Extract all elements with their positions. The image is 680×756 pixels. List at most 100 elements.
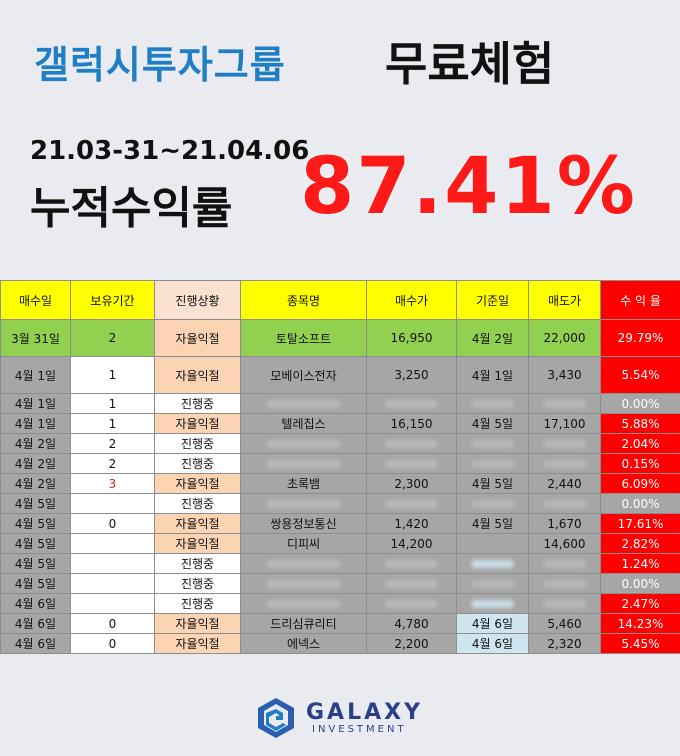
redacted-value [471,580,514,588]
cell-sell-price [529,594,601,614]
cell-period [71,534,155,554]
table-row: 4월 2일 2 진행중 0.15% [1,454,680,474]
cell-buy-date: 4월 6일 [1,634,71,654]
cell-ref-date [457,494,529,514]
cell-ref-date: 4월 6일 [457,634,529,654]
table-body: 3월 31일 2 자율익절 토탈소프트 16,950 4월 2일 22,000 29.79% 4… [1,320,680,654]
cell-status: 진행중 [155,554,241,574]
redacted-value [543,500,586,508]
cell-ref-date: 4월 5일 [457,514,529,534]
cell-buy-price [367,594,457,614]
cell-period [71,594,155,614]
cell-period: 2 [71,434,155,454]
cell-name [241,394,367,414]
cell-buy-date: 4월 6일 [1,614,71,634]
cell-status: 자율익절 [155,634,241,654]
cell-return: 5.45% [601,634,680,654]
cell-buy-date: 4월 5일 [1,494,71,514]
cell-buy-price: 16,950 [367,320,457,357]
cell-period [71,494,155,514]
redacted-value [385,600,438,608]
cell-period: 0 [71,514,155,534]
table-row: 4월 5일 진행중 0.00% [1,574,680,594]
cell-status: 자율익절 [155,320,241,357]
redacted-value [471,600,514,608]
cell-name: 텔레칩스 [241,414,367,434]
table-row: 4월 1일 1 자율익절 텔레칩스 16,150 4월 5일 17,100 5.88% [1,414,680,434]
cell-name [241,574,367,594]
cell-buy-price [367,494,457,514]
col-sell-price: 매도가 [529,281,601,320]
cell-period: 1 [71,394,155,414]
redacted-value [266,400,341,408]
col-ref-date: 기준일 [457,281,529,320]
date-range: 21.03-31~21.04.06 [30,136,309,166]
cell-ref-date [457,534,529,554]
cell-buy-date: 4월 5일 [1,514,71,534]
brand-name: GALAXY [306,700,423,725]
cell-sell-price: 17,100 [529,414,601,434]
cell-buy-date: 4월 2일 [1,454,71,474]
cell-buy-date: 4월 2일 [1,434,71,454]
col-return: 수 익 율 [601,281,680,320]
cell-buy-date: 4월 6일 [1,594,71,614]
cell-return: 0.15% [601,454,680,474]
cell-buy-date: 4월 1일 [1,414,71,434]
cell-name: 초록뱀 [241,474,367,494]
cell-buy-price: 1,420 [367,514,457,534]
cell-sell-price [529,574,601,594]
cell-return: 2.04% [601,434,680,454]
cell-return: 5.88% [601,414,680,434]
cell-sell-price [529,454,601,474]
cell-return: 5.54% [601,357,680,394]
redacted-value [471,460,514,468]
cell-ref-date: 4월 5일 [457,414,529,434]
cell-return: 17.61% [601,514,680,534]
redacted-value [385,400,438,408]
cell-buy-price: 2,300 [367,474,457,494]
cell-buy-date: 3월 31일 [1,320,71,357]
cell-buy-price: 2,200 [367,634,457,654]
cell-period: 3 [71,474,155,494]
cell-buy-date: 4월 2일 [1,474,71,494]
promo-header: 갤럭시투자그룹 무료체험 21.03-31~21.04.06 누적수익률 87.… [0,0,680,280]
cell-period [71,554,155,574]
cell-name: 쌍용정보통신 [241,514,367,534]
redacted-value [471,440,514,448]
table-row: 4월 2일 3 자율익절 초록뱀 2,300 4월 5일 2,440 6.09% [1,474,680,494]
table-row: 4월 5일 진행중 0.00% [1,494,680,514]
col-holding-period: 보유기간 [71,281,155,320]
cell-ref-date: 4월 2일 [457,320,529,357]
cell-sell-price: 1,670 [529,514,601,534]
cell-status: 진행중 [155,434,241,454]
cell-sell-price [529,434,601,454]
cell-return: 6.09% [601,474,680,494]
redacted-value [266,500,341,508]
redacted-value [471,560,514,568]
cell-sell-price: 5,460 [529,614,601,634]
cell-sell-price: 22,000 [529,320,601,357]
cell-status: 자율익절 [155,474,241,494]
cell-sell-price: 3,430 [529,357,601,394]
redacted-value [266,600,341,608]
redacted-value [543,560,586,568]
redacted-value [385,580,438,588]
redacted-value [266,560,341,568]
cell-buy-price: 3,250 [367,357,457,394]
cell-period: 1 [71,414,155,434]
cell-sell-price [529,494,601,514]
redacted-value [385,560,438,568]
cell-buy-price [367,394,457,414]
cell-ref-date [457,574,529,594]
cell-return: 2.82% [601,534,680,554]
cell-return: 0.00% [601,494,680,514]
cell-name [241,554,367,574]
cell-status: 자율익절 [155,357,241,394]
col-status: 진행상황 [155,281,241,320]
cell-buy-price: 16,150 [367,414,457,434]
cell-buy-price [367,554,457,574]
redacted-value [385,440,438,448]
cell-status: 자율익절 [155,534,241,554]
cell-sell-price: 2,320 [529,634,601,654]
footer: GALAXY INVESTMENT [0,672,680,756]
